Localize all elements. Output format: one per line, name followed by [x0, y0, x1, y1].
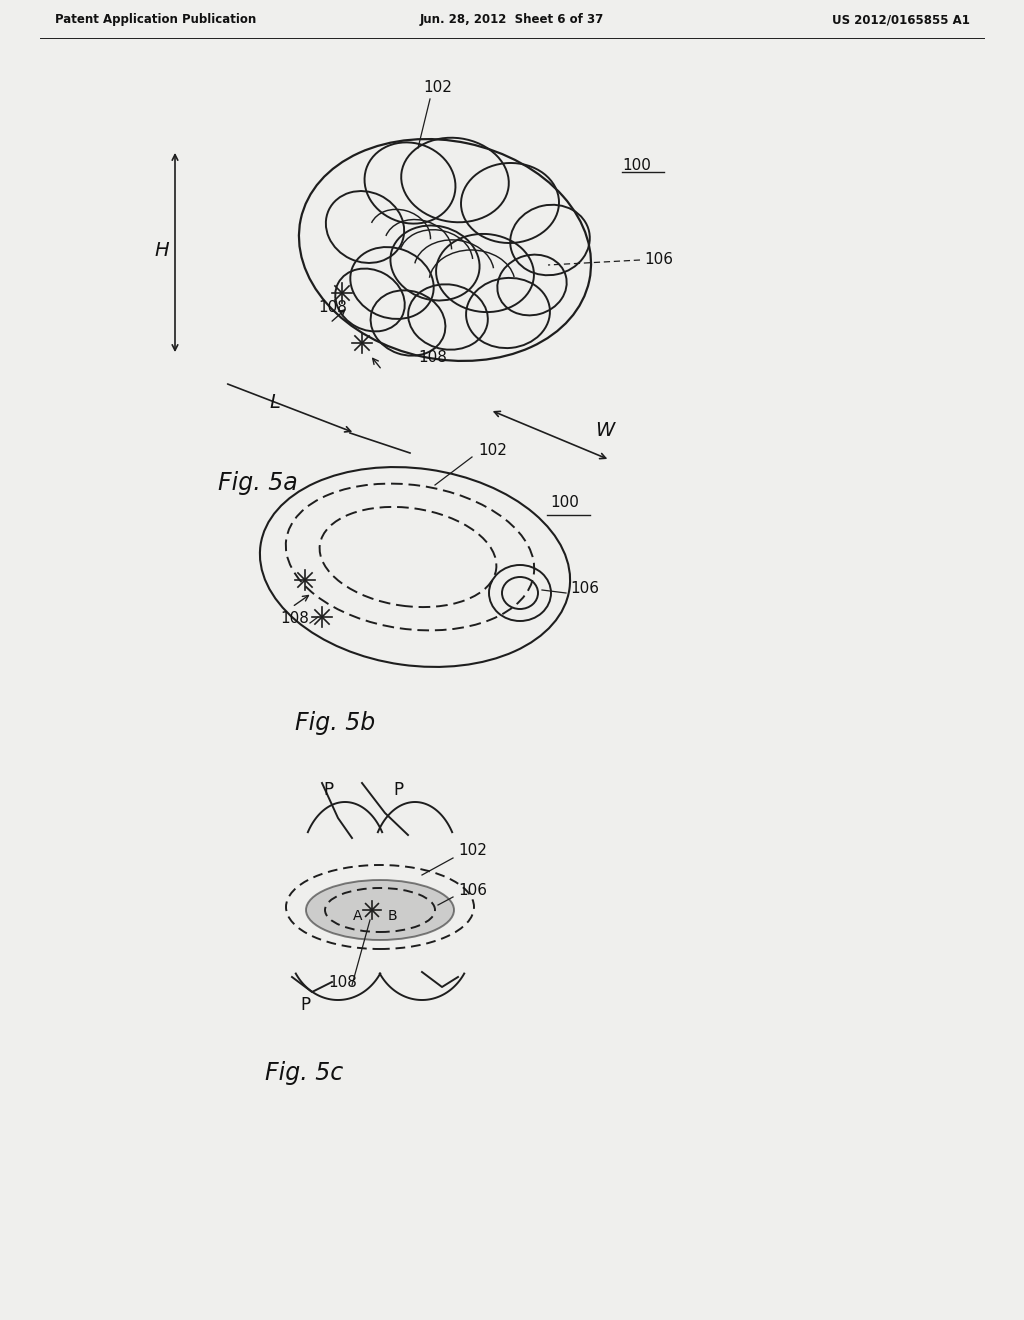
- Text: A: A: [353, 909, 362, 923]
- Text: L: L: [269, 393, 281, 412]
- Text: P: P: [323, 781, 333, 799]
- Text: 100: 100: [622, 157, 651, 173]
- Text: Fig. 5a: Fig. 5a: [218, 471, 298, 495]
- Text: H: H: [155, 240, 169, 260]
- Text: 106: 106: [570, 581, 599, 597]
- Text: 106: 106: [458, 883, 487, 898]
- Text: 102: 102: [424, 81, 453, 95]
- Text: 108: 108: [328, 975, 357, 990]
- Text: B: B: [387, 909, 397, 923]
- Text: Jun. 28, 2012  Sheet 6 of 37: Jun. 28, 2012 Sheet 6 of 37: [420, 13, 604, 26]
- Ellipse shape: [306, 880, 454, 940]
- Text: 108: 108: [280, 611, 309, 626]
- Text: US 2012/0165855 A1: US 2012/0165855 A1: [833, 13, 970, 26]
- Text: 108: 108: [318, 300, 347, 314]
- Text: P: P: [393, 781, 403, 799]
- Text: 108: 108: [418, 350, 446, 364]
- Text: Patent Application Publication: Patent Application Publication: [55, 13, 256, 26]
- Text: 102: 102: [478, 444, 507, 458]
- Text: Fig. 5c: Fig. 5c: [265, 1061, 343, 1085]
- Text: 102: 102: [458, 843, 486, 858]
- Text: P: P: [300, 997, 310, 1014]
- Text: W: W: [595, 421, 614, 440]
- Text: Fig. 5b: Fig. 5b: [295, 711, 375, 735]
- Text: 106: 106: [644, 252, 673, 268]
- Text: 100: 100: [550, 495, 579, 510]
